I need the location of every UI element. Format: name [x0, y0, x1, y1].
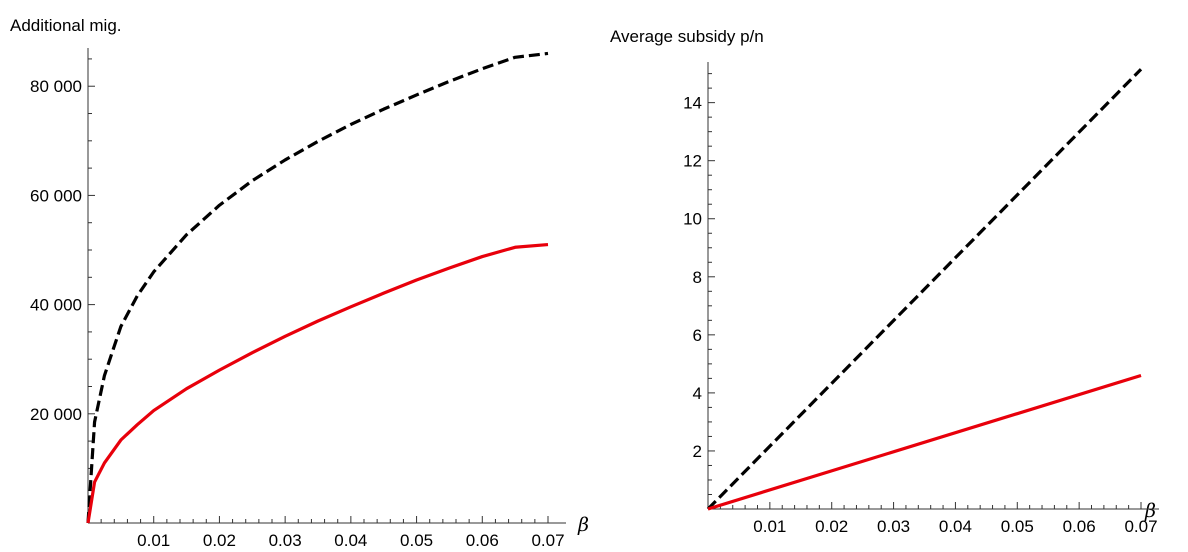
series-layer: [706, 68, 1143, 511]
x-tick-label: 0.01: [137, 531, 170, 550]
solid-series-line: [707, 373, 1142, 511]
x-tick-label: 0.01: [753, 517, 786, 536]
y-tick-label: 20 000: [30, 405, 82, 424]
y-tick-label: 10: [683, 210, 702, 229]
x-tick-label: 0.02: [815, 517, 848, 536]
x-axis-title: β: [577, 514, 589, 536]
y-axis-title: Additional mig.: [10, 16, 122, 35]
y-tick-label: 80 000: [30, 77, 82, 96]
chart-additional-migration: Additional mig. β 0.01 0.02 0.03 0.04 0.05 0.…: [10, 16, 589, 550]
dashed-series-line: [706, 68, 1143, 511]
y-tick-label: 2: [693, 442, 702, 461]
y-tick-label: 8: [693, 268, 702, 287]
x-tick-label: 0.02: [203, 531, 236, 550]
x-tick-label: 0.04: [334, 531, 367, 550]
x-axis-title: β: [1144, 500, 1156, 522]
y-tick-label: 40 000: [30, 296, 82, 315]
x-tick-label: 0.04: [939, 517, 972, 536]
y-tick-label: 60 000: [30, 186, 82, 205]
series-layer: [86, 51, 549, 524]
x-tick-label: 0.05: [400, 531, 433, 550]
ticks: 0.01 0.02 0.03 0.04 0.05 0.06 0.07 20 000 40 000…: [30, 48, 566, 550]
x-tick-label: 0.06: [466, 531, 499, 550]
y-tick-label: 4: [693, 384, 702, 403]
x-tick-label: 0.05: [1001, 517, 1034, 536]
x-tick-label: 0.07: [1124, 517, 1157, 536]
chart-average-subsidy: Average subsidy p/n β 0.01 0.02 0.03 0.04 0.…: [610, 27, 1159, 536]
dashed-series-line: [86, 51, 549, 524]
x-tick-label: 0.03: [269, 531, 302, 550]
ticks: 0.01 0.02 0.03 0.04 0.05 0.06 0.07 2 4 6 8 10 12 14: [683, 62, 1159, 536]
y-tick-label: 14: [683, 94, 702, 113]
y-tick-label: 12: [683, 152, 702, 171]
solid-series-line: [86, 242, 549, 524]
x-tick-label: 0.03: [877, 517, 910, 536]
x-tick-label: 0.06: [1063, 517, 1096, 536]
y-axis-title: Average subsidy p/n: [610, 27, 764, 46]
x-tick-label: 0.07: [531, 531, 564, 550]
y-tick-label: 6: [693, 326, 702, 345]
